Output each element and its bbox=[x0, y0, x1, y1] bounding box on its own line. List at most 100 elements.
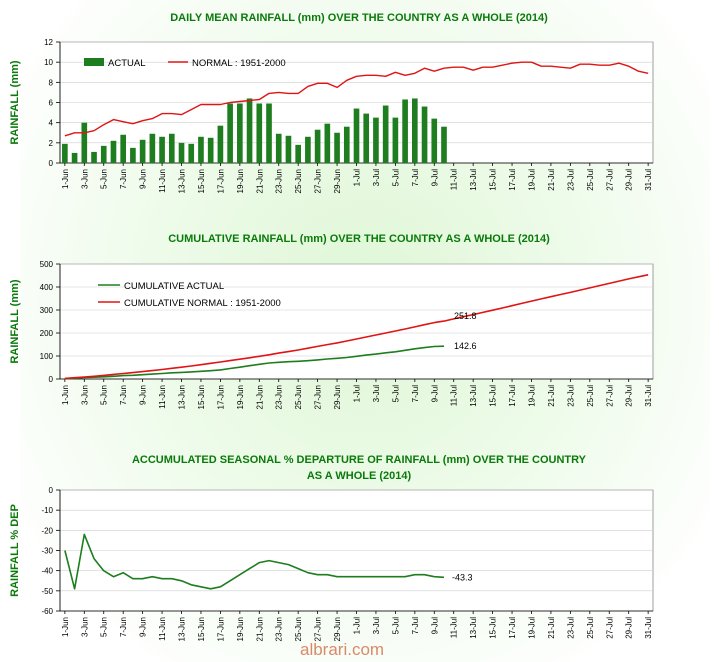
y-tick-label: 0 bbox=[49, 159, 54, 168]
bar-actual-4-Jun bbox=[91, 151, 97, 163]
series-line-2-1 bbox=[64, 345, 445, 380]
x-tick-label: 7-Jul bbox=[411, 617, 420, 635]
x-tick-label: 17-Jul bbox=[508, 617, 517, 639]
x-tick-label: 17-Jun bbox=[216, 617, 225, 641]
x-tick-label: 23-Jul bbox=[566, 617, 575, 639]
x-tick-label: 19-Jun bbox=[236, 385, 245, 409]
x-tick-label: 23-Jun bbox=[275, 169, 284, 193]
x-tick-label: 25-Jul bbox=[586, 617, 595, 639]
bar-actual-21-Jun bbox=[256, 103, 263, 163]
y-tick-label: 300 bbox=[40, 306, 54, 315]
x-tick-label: 25-Jul bbox=[586, 385, 595, 407]
bar-actual-14-Jun bbox=[188, 143, 195, 163]
x-tick-label: 29-Jun bbox=[333, 169, 342, 193]
legend-swatch-actual bbox=[84, 58, 104, 66]
bar-actual-23-Jun bbox=[275, 133, 282, 163]
x-tick-label: 17-Jul bbox=[508, 385, 517, 407]
x-tick-label: 11-Jun bbox=[158, 385, 167, 409]
x-tick-label: 25-Jun bbox=[294, 617, 303, 641]
x-tick-label: 23-Jun bbox=[275, 617, 284, 641]
watermark-text: albrari.com bbox=[300, 640, 385, 659]
bar-actual-2-Jun bbox=[71, 152, 78, 163]
x-tick-label: 3-Jul bbox=[372, 617, 381, 635]
x-tick-label: 11-Jun bbox=[158, 169, 167, 193]
x-tick-label: 21-Jul bbox=[547, 169, 556, 191]
x-tick-label: 15-Jul bbox=[489, 617, 498, 639]
y-tick-label: 100 bbox=[40, 352, 54, 361]
x-tick-label: 19-Jul bbox=[527, 385, 536, 407]
bar-actual-30-Jun bbox=[343, 126, 350, 163]
y-tick-label: 4 bbox=[49, 119, 54, 128]
x-tick-label: 23-Jul bbox=[566, 385, 575, 407]
legend-label-normal: NORMAL : 1951-2000 bbox=[192, 58, 286, 69]
y-tick-label: 12 bbox=[44, 38, 53, 47]
bar-actual-25-Jun bbox=[295, 144, 301, 163]
data-label-cum-normal: 251.8 bbox=[454, 311, 477, 321]
x-tick-label: 9-Jul bbox=[430, 617, 439, 635]
x-tick-label: 5-Jun bbox=[100, 385, 109, 405]
x-tick-label: 1-Jun bbox=[61, 385, 70, 405]
x-tick-label: 25-Jul bbox=[586, 169, 595, 191]
x-tick-label: 11-Jul bbox=[450, 169, 459, 190]
bar-actual-8-Jul bbox=[421, 106, 428, 163]
x-tick-label: 7-Jun bbox=[119, 617, 128, 637]
x-tick-label: 1-Jun bbox=[61, 169, 70, 189]
x-tick-label: 3-Jun bbox=[80, 617, 89, 637]
y-tick-label: 2 bbox=[49, 139, 54, 148]
series-line-1-2 bbox=[64, 61, 649, 137]
y-tick-label: -60 bbox=[41, 607, 53, 616]
bar-actual-29-Jun bbox=[334, 132, 340, 163]
legend-label-cum-normal: CUMULATIVE NORMAL : 1951-2000 bbox=[124, 298, 281, 309]
x-tick-label: 5-Jul bbox=[391, 385, 400, 403]
bar-actual-13-Jun bbox=[178, 142, 185, 163]
x-tick-label: 19-Jun bbox=[236, 169, 245, 193]
x-tick-label: 31-Jul bbox=[644, 169, 653, 191]
series-line-3-1 bbox=[64, 533, 445, 590]
bar-actual-3-Jul bbox=[373, 117, 379, 163]
y-tick-label: 400 bbox=[40, 283, 54, 292]
y-tick-label: -30 bbox=[41, 547, 53, 556]
bar-actual-5-Jun bbox=[100, 145, 107, 163]
bar-actual-7-Jul bbox=[412, 98, 418, 163]
x-tick-label: 19-Jul bbox=[527, 617, 536, 639]
bar-actual-24-Jun bbox=[285, 135, 292, 163]
x-tick-label: 1-Jul bbox=[353, 617, 362, 635]
x-tick-label: 23-Jun bbox=[275, 385, 284, 409]
bar-actual-7-Jun bbox=[120, 134, 127, 163]
bar-actual-10-Jun bbox=[149, 133, 156, 163]
x-tick-label: 3-Jul bbox=[372, 385, 381, 403]
x-tick-label: 5-Jun bbox=[100, 169, 109, 189]
x-tick-label: 9-Jun bbox=[139, 617, 148, 637]
bar-actual-11-Jun bbox=[159, 136, 165, 163]
x-tick-label: 11-Jul bbox=[450, 385, 459, 406]
x-tick-label: 13-Jun bbox=[178, 617, 187, 641]
x-tick-label: 5-Jun bbox=[100, 617, 109, 637]
legend-label-cum-actual: CUMULATIVE ACTUAL bbox=[124, 281, 224, 292]
x-tick-label: 21-Jun bbox=[255, 617, 264, 641]
bar-actual-4-Jul bbox=[382, 105, 389, 163]
x-tick-label: 27-Jul bbox=[605, 385, 614, 407]
bar-actual-10-Jul bbox=[441, 126, 447, 163]
chart-title-1: DAILY MEAN RAINFALL (mm) OVER THE COUNTR… bbox=[170, 12, 548, 24]
chart-title-2: CUMULATIVE RAINFALL (mm) OVER THE COUNTR… bbox=[168, 233, 550, 245]
x-tick-label: 25-Jun bbox=[294, 169, 303, 193]
x-tick-label: 21-Jul bbox=[547, 385, 556, 407]
bar-actual-22-Jun bbox=[266, 103, 272, 163]
bar-actual-28-Jun bbox=[324, 123, 331, 163]
x-tick-label: 29-Jun bbox=[333, 385, 342, 409]
x-tick-label: 31-Jul bbox=[644, 617, 653, 639]
x-tick-label: 27-Jul bbox=[605, 617, 614, 639]
x-tick-label: 27-Jul bbox=[605, 169, 614, 191]
bar-actual-12-Jun bbox=[168, 133, 175, 163]
bar-actual-3-Jun bbox=[81, 122, 88, 163]
x-tick-label: 15-Jul bbox=[489, 385, 498, 407]
x-tick-label: 15-Jul bbox=[489, 169, 498, 191]
y-tick-label: 0 bbox=[49, 375, 54, 384]
bar-actual-26-Jun bbox=[305, 136, 311, 163]
y-tick-label: 0 bbox=[49, 486, 54, 495]
chart-title-3: AS A WHOLE (2014) bbox=[307, 470, 412, 482]
x-tick-label: 29-Jul bbox=[625, 617, 634, 639]
x-tick-label: 7-Jul bbox=[411, 169, 420, 187]
x-tick-label: 19-Jul bbox=[527, 169, 536, 191]
bar-actual-8-Jun bbox=[130, 147, 136, 163]
